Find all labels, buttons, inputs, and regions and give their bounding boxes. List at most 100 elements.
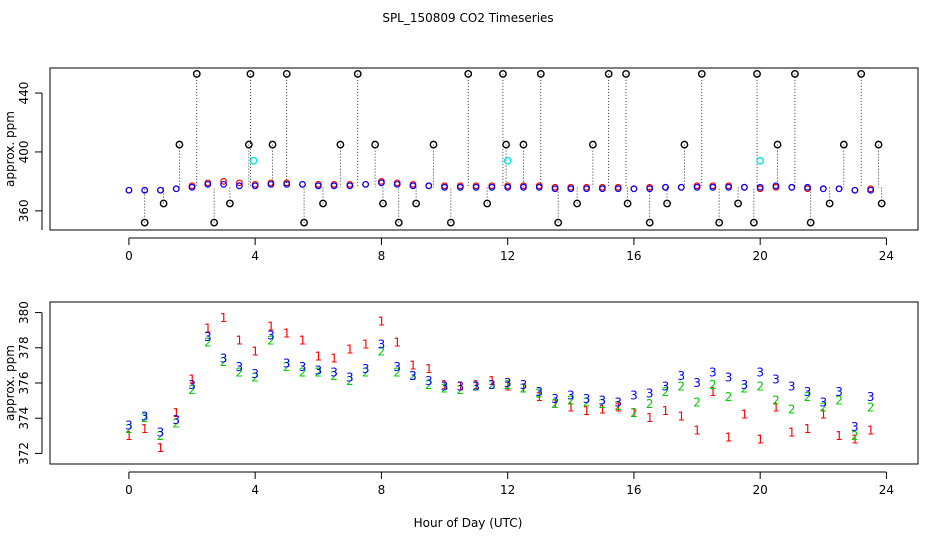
data-point	[319, 199, 327, 208]
series-cyan-circles	[249, 156, 765, 165]
data-point: 1	[204, 321, 212, 335]
data-point: 3	[267, 328, 275, 342]
data-point	[725, 183, 733, 191]
data-point: 3	[299, 360, 307, 374]
data-point	[851, 186, 859, 194]
data-point: 3	[283, 357, 291, 371]
data-point: 3	[599, 394, 607, 408]
x-tick-label: 16	[626, 249, 641, 263]
data-point: 1	[583, 404, 591, 418]
data-point: 1	[157, 441, 165, 455]
data-point: 2	[157, 429, 165, 443]
top-y-axis-label: approx. ppm	[3, 111, 17, 187]
data-point	[583, 185, 590, 193]
data-point	[567, 185, 575, 193]
data-point: 3	[457, 380, 465, 394]
data-point	[715, 218, 724, 227]
x-tick-label: 12	[500, 249, 515, 263]
x-tick-label: 0	[125, 483, 133, 497]
data-point	[409, 182, 417, 190]
data-point	[573, 199, 582, 208]
data-point	[753, 69, 761, 78]
data-point	[806, 218, 815, 227]
data-point: 3	[204, 330, 212, 344]
data-point	[554, 218, 563, 227]
data-point: 1	[125, 429, 133, 443]
data-point: 1	[520, 381, 528, 395]
data-point	[188, 183, 196, 191]
data-point: 2	[788, 402, 796, 416]
data-point: 1	[614, 401, 622, 415]
data-point	[697, 69, 706, 78]
data-point: 1	[772, 401, 780, 415]
data-point	[192, 69, 201, 78]
data-point	[394, 218, 403, 227]
x-tick-label: 20	[753, 249, 768, 263]
data-point: 2	[251, 371, 259, 385]
data-point	[588, 140, 597, 149]
data-point	[693, 183, 701, 191]
x-tick-label: 4	[251, 483, 259, 497]
data-point: 2	[488, 378, 496, 392]
data-point: 1	[251, 344, 259, 358]
data-point: 2	[220, 355, 228, 369]
top-y-axis: 360 400 440	[17, 82, 43, 230]
data-point	[210, 218, 219, 227]
data-point: 3	[567, 388, 575, 402]
y-tick-label: 440	[17, 82, 31, 105]
data-point: 1	[709, 385, 717, 399]
data-point: 1	[804, 422, 812, 436]
x-tick-label: 8	[378, 483, 386, 497]
data-point: 1	[551, 397, 559, 411]
bottom-y-axis: 372 374 376 378 380	[17, 301, 43, 465]
data-point	[251, 182, 259, 190]
data-point: 2	[125, 422, 133, 436]
data-point: 2	[457, 383, 465, 397]
data-point: 3	[614, 395, 622, 409]
data-point	[504, 183, 512, 191]
data-point	[141, 186, 149, 194]
data-point: 1	[188, 372, 196, 386]
data-point: 2	[409, 369, 417, 383]
data-point	[246, 69, 255, 78]
data-point: 2	[741, 381, 749, 395]
data-point: 1	[725, 431, 733, 445]
data-point: 1	[630, 406, 638, 420]
data-point	[630, 185, 638, 193]
data-point	[472, 183, 480, 191]
data-point: 3	[362, 362, 370, 376]
data-point: 2	[172, 417, 180, 431]
data-point	[646, 185, 654, 193]
y-tick-label: 378	[17, 336, 31, 359]
data-point	[172, 185, 180, 193]
data-point: 2	[236, 365, 244, 379]
data-point	[249, 156, 258, 165]
data-point: 2	[583, 395, 591, 409]
data-point: 2	[141, 411, 149, 425]
data-point: 3	[504, 376, 512, 390]
data-point: 1	[567, 401, 575, 415]
data-point: 3	[251, 367, 259, 381]
data-point: 1	[425, 362, 433, 376]
data-point	[598, 185, 606, 193]
data-point: 3	[520, 378, 528, 392]
data-point: 1	[599, 402, 607, 416]
data-point: 1	[472, 378, 480, 392]
data-point	[825, 199, 834, 208]
data-point	[125, 186, 133, 194]
data-point: 2	[504, 378, 512, 392]
data-point	[379, 199, 387, 208]
data-point: 1	[141, 422, 149, 436]
x-tick-label: 20	[753, 483, 768, 497]
data-point	[353, 69, 362, 78]
data-point: 3	[535, 385, 543, 399]
data-point	[346, 182, 354, 190]
data-point: 2	[835, 394, 843, 408]
x-tick-label: 4	[251, 249, 259, 263]
data-point	[709, 183, 717, 191]
data-point: 3	[378, 337, 386, 351]
data-point	[874, 140, 883, 149]
data-point	[267, 180, 275, 188]
data-point: 2	[677, 380, 685, 394]
